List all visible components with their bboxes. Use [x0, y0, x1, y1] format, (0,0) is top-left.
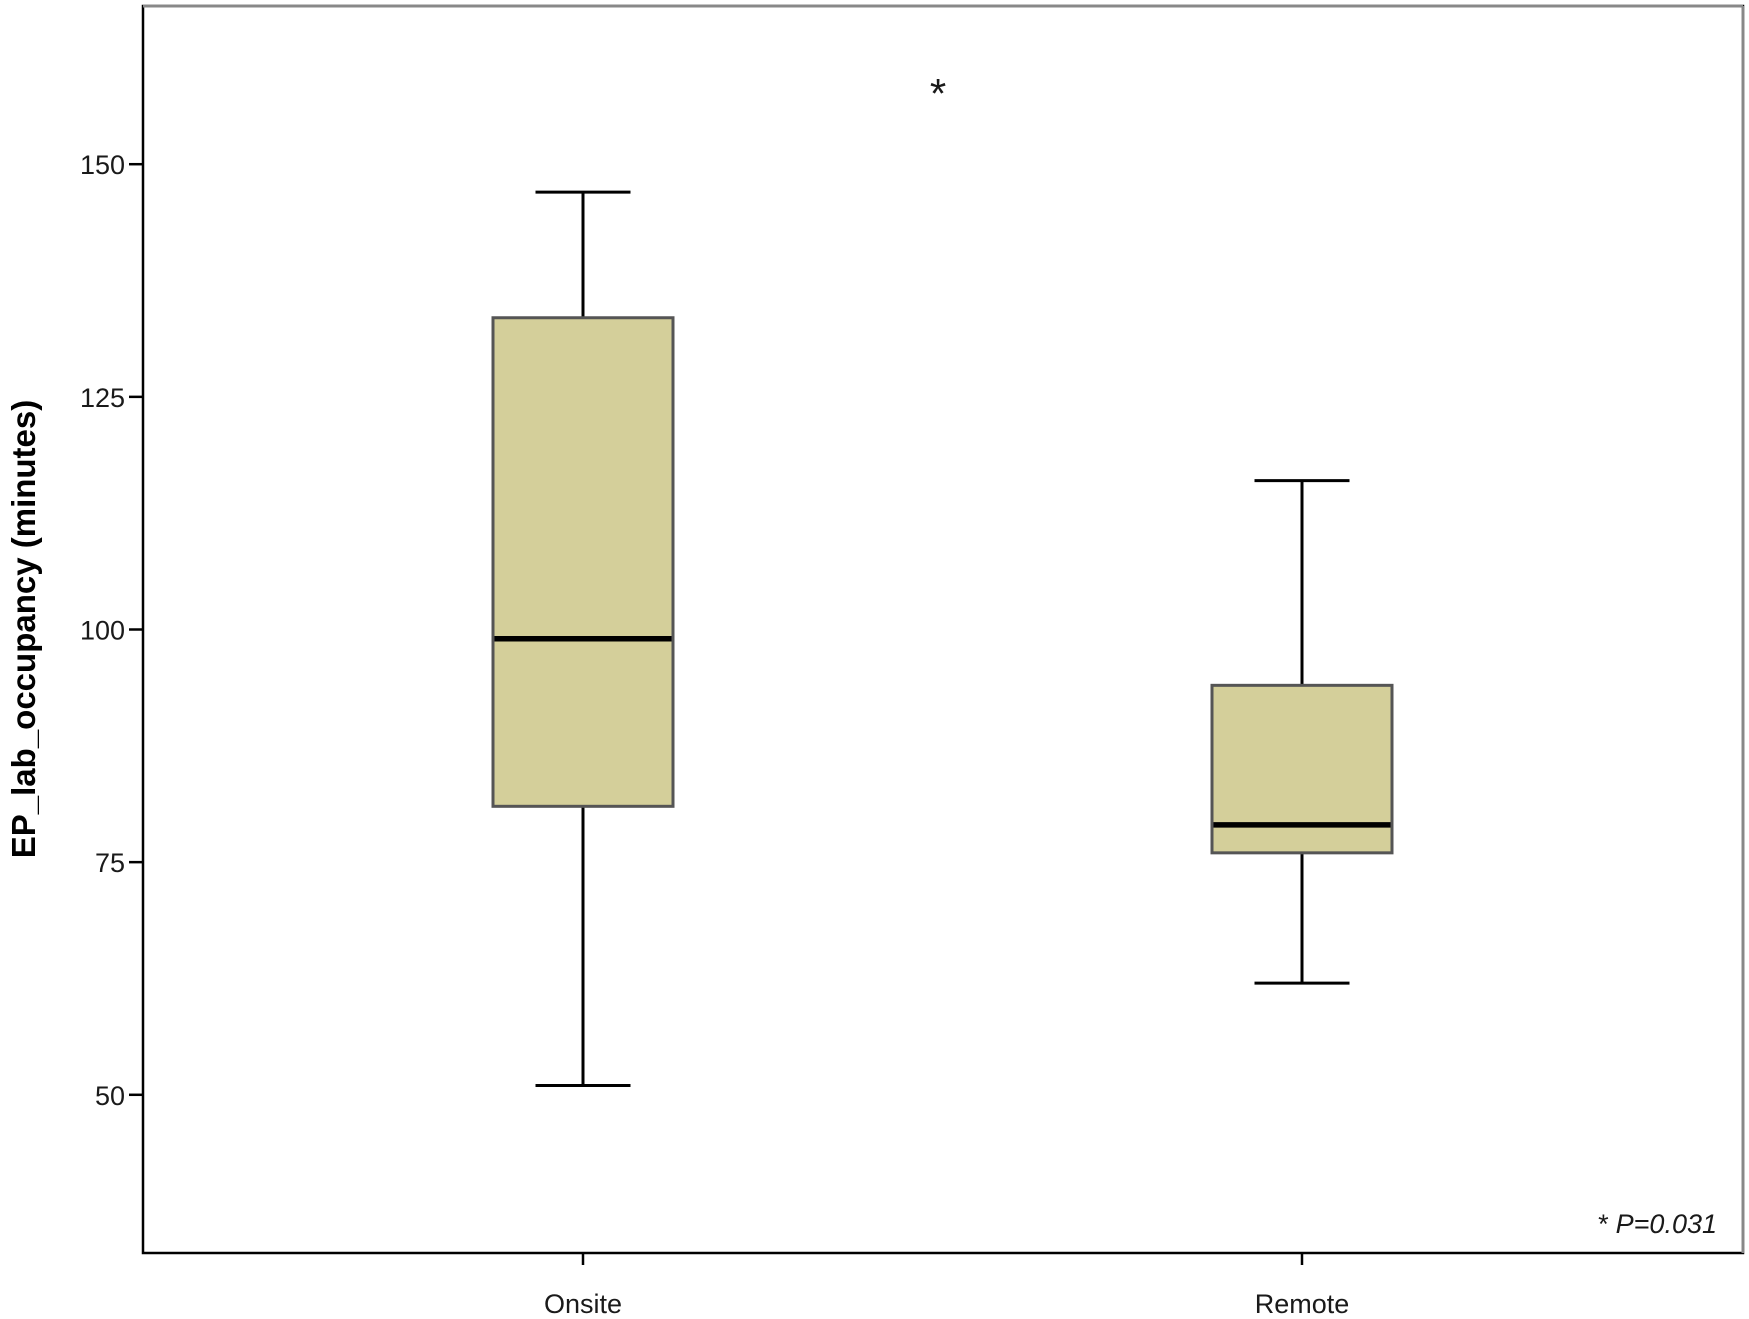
box-onsite [491, 190, 675, 1087]
box-remote [1210, 479, 1394, 985]
p-value-text: P=0.031 [1616, 1209, 1717, 1239]
y-tick-label: 150 [80, 150, 125, 180]
y-tick-label: 50 [95, 1081, 125, 1111]
x-axis: Onsite Remote [544, 1253, 1349, 1319]
y-tick-label: 75 [95, 848, 125, 878]
plot-frame [141, 4, 1745, 1255]
x-tick-label: Onsite [544, 1289, 622, 1319]
iqr-box [491, 316, 675, 808]
iqr-box [1210, 683, 1394, 855]
p-value-star: * [1598, 1209, 1609, 1239]
p-value-annotation: * P=0.031 [1598, 1209, 1717, 1239]
y-axis: 50 75 100 125 150 [80, 150, 143, 1111]
y-tick-label: 125 [80, 383, 125, 413]
box-series [491, 190, 1394, 1087]
y-tick-label: 100 [80, 616, 125, 646]
significance-star: * [930, 70, 946, 117]
y-axis-title: EP_lab_occupancy (minutes) [5, 400, 42, 858]
x-tick-label: Remote [1255, 1289, 1350, 1319]
